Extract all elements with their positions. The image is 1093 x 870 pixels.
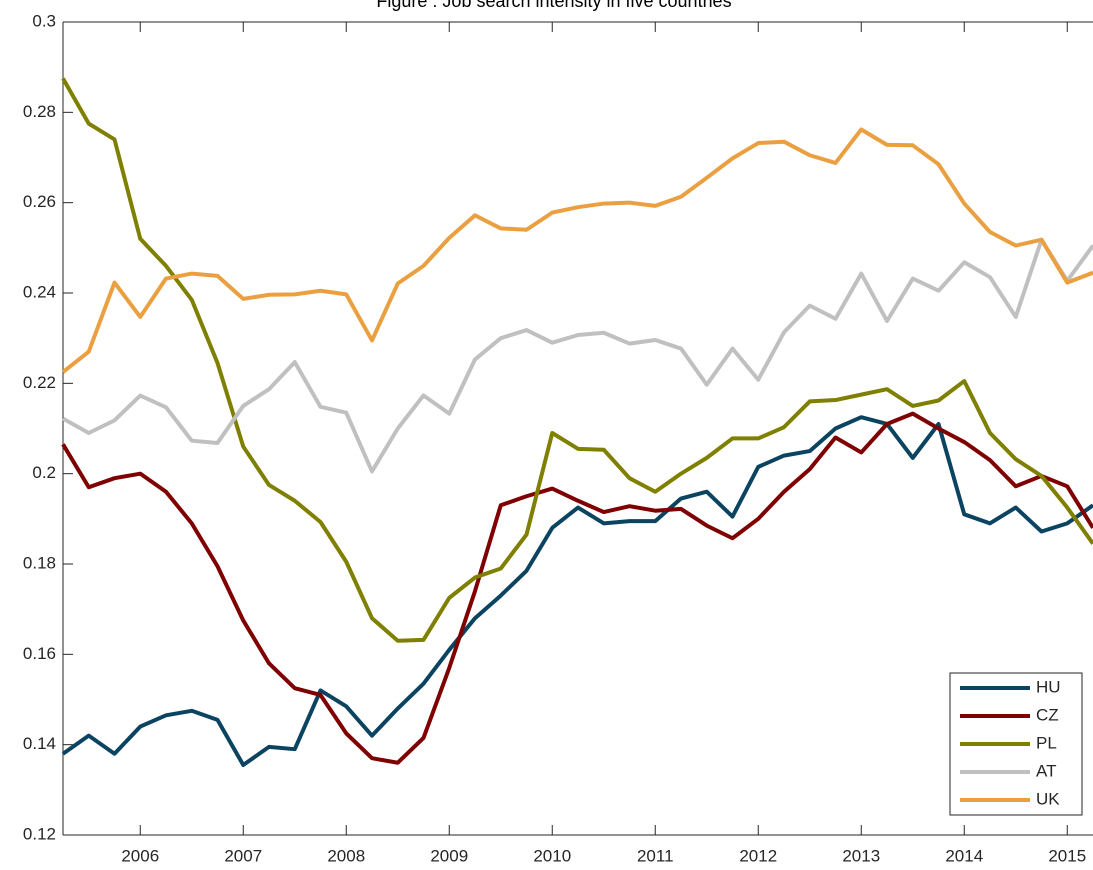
y-tick-label: 0.12 [23,824,56,843]
y-tick-label: 0.24 [23,282,56,301]
y-tick-label: 0.16 [23,644,56,663]
x-tick-label: 2014 [945,846,983,865]
y-tick-label: 0.18 [23,553,56,572]
plot-area [63,22,1093,835]
y-tick-label: 0.2 [32,463,56,482]
y-tick-label: 0.26 [23,192,56,211]
line [61,411,1093,765]
x-tick-label: 2009 [430,846,468,865]
x-tick-label: 2006 [121,846,159,865]
chart-title: Figure : Job search intensity in five co… [376,0,731,11]
y-tick-label: 0.22 [23,373,56,392]
x-tick-label: 2007 [224,846,262,865]
line [61,127,1093,374]
legend-label: CZ [1036,705,1059,724]
line [62,237,1093,474]
x-tick-label: 2015 [1048,846,1086,865]
line [61,415,1093,767]
x-tick-label: 2010 [533,846,571,865]
x-tick-label: 2011 [637,846,674,865]
y-tick-label: 0.14 [23,734,56,753]
legend-label: HU [1036,677,1061,696]
x-tick-label: 2012 [739,846,777,865]
y-tick-label: 0.3 [32,11,56,30]
legend-label: UK [1036,789,1060,808]
legend-label: PL [1036,733,1057,752]
x-tick-label: 2013 [842,846,880,865]
y-tick-label: 0.28 [23,102,56,121]
legend-label: AT [1036,761,1056,780]
x-tick-label: 2008 [327,846,365,865]
